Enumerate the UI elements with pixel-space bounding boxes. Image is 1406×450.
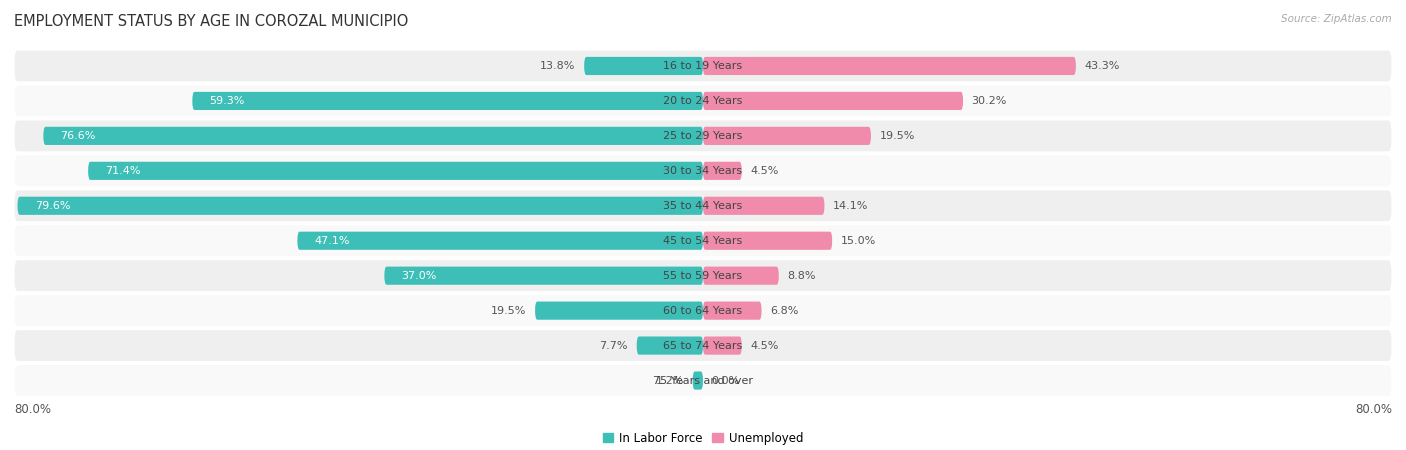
Text: 37.0%: 37.0% bbox=[402, 271, 437, 281]
FancyBboxPatch shape bbox=[703, 92, 963, 110]
Text: 4.5%: 4.5% bbox=[751, 341, 779, 351]
Text: 76.6%: 76.6% bbox=[60, 131, 96, 141]
FancyBboxPatch shape bbox=[703, 232, 832, 250]
Legend: In Labor Force, Unemployed: In Labor Force, Unemployed bbox=[598, 427, 808, 450]
Text: 30.2%: 30.2% bbox=[972, 96, 1007, 106]
Text: 79.6%: 79.6% bbox=[35, 201, 70, 211]
Text: 35 to 44 Years: 35 to 44 Years bbox=[657, 201, 749, 211]
FancyBboxPatch shape bbox=[703, 266, 779, 285]
Text: 20 to 24 Years: 20 to 24 Years bbox=[657, 96, 749, 106]
Text: 80.0%: 80.0% bbox=[1355, 403, 1392, 416]
Text: 6.8%: 6.8% bbox=[770, 306, 799, 315]
Text: 71.4%: 71.4% bbox=[105, 166, 141, 176]
FancyBboxPatch shape bbox=[384, 266, 703, 285]
Text: 13.8%: 13.8% bbox=[540, 61, 575, 71]
FancyBboxPatch shape bbox=[14, 295, 1392, 326]
Text: 0.0%: 0.0% bbox=[711, 376, 740, 386]
FancyBboxPatch shape bbox=[14, 365, 1392, 396]
Text: 59.3%: 59.3% bbox=[209, 96, 245, 106]
Text: 14.1%: 14.1% bbox=[832, 201, 869, 211]
FancyBboxPatch shape bbox=[703, 162, 742, 180]
FancyBboxPatch shape bbox=[637, 337, 703, 355]
FancyBboxPatch shape bbox=[14, 330, 1392, 361]
FancyBboxPatch shape bbox=[17, 197, 703, 215]
FancyBboxPatch shape bbox=[89, 162, 703, 180]
FancyBboxPatch shape bbox=[693, 371, 703, 390]
Text: 30 to 34 Years: 30 to 34 Years bbox=[657, 166, 749, 176]
Text: 75 Years and over: 75 Years and over bbox=[645, 376, 761, 386]
FancyBboxPatch shape bbox=[14, 225, 1392, 256]
FancyBboxPatch shape bbox=[703, 302, 762, 319]
FancyBboxPatch shape bbox=[14, 155, 1392, 186]
Text: 65 to 74 Years: 65 to 74 Years bbox=[657, 341, 749, 351]
Text: 15.0%: 15.0% bbox=[841, 236, 876, 246]
FancyBboxPatch shape bbox=[703, 337, 742, 355]
FancyBboxPatch shape bbox=[298, 232, 703, 250]
FancyBboxPatch shape bbox=[44, 127, 703, 145]
Text: 47.1%: 47.1% bbox=[315, 236, 350, 246]
Text: 19.5%: 19.5% bbox=[491, 306, 526, 315]
Text: 1.2%: 1.2% bbox=[655, 376, 685, 386]
Text: Source: ZipAtlas.com: Source: ZipAtlas.com bbox=[1281, 14, 1392, 23]
Text: 80.0%: 80.0% bbox=[14, 403, 51, 416]
FancyBboxPatch shape bbox=[14, 50, 1392, 81]
FancyBboxPatch shape bbox=[703, 57, 1076, 75]
Text: 16 to 19 Years: 16 to 19 Years bbox=[657, 61, 749, 71]
FancyBboxPatch shape bbox=[536, 302, 703, 319]
FancyBboxPatch shape bbox=[703, 127, 870, 145]
Text: 60 to 64 Years: 60 to 64 Years bbox=[657, 306, 749, 315]
Text: 45 to 54 Years: 45 to 54 Years bbox=[657, 236, 749, 246]
FancyBboxPatch shape bbox=[14, 260, 1392, 291]
FancyBboxPatch shape bbox=[14, 121, 1392, 151]
FancyBboxPatch shape bbox=[14, 190, 1392, 221]
Text: 43.3%: 43.3% bbox=[1084, 61, 1119, 71]
FancyBboxPatch shape bbox=[583, 57, 703, 75]
Text: 19.5%: 19.5% bbox=[880, 131, 915, 141]
Text: EMPLOYMENT STATUS BY AGE IN COROZAL MUNICIPIO: EMPLOYMENT STATUS BY AGE IN COROZAL MUNI… bbox=[14, 14, 408, 28]
Text: 25 to 29 Years: 25 to 29 Years bbox=[657, 131, 749, 141]
Text: 7.7%: 7.7% bbox=[599, 341, 628, 351]
FancyBboxPatch shape bbox=[193, 92, 703, 110]
Text: 4.5%: 4.5% bbox=[751, 166, 779, 176]
Text: 8.8%: 8.8% bbox=[787, 271, 815, 281]
FancyBboxPatch shape bbox=[14, 86, 1392, 116]
Text: 55 to 59 Years: 55 to 59 Years bbox=[657, 271, 749, 281]
FancyBboxPatch shape bbox=[703, 197, 824, 215]
